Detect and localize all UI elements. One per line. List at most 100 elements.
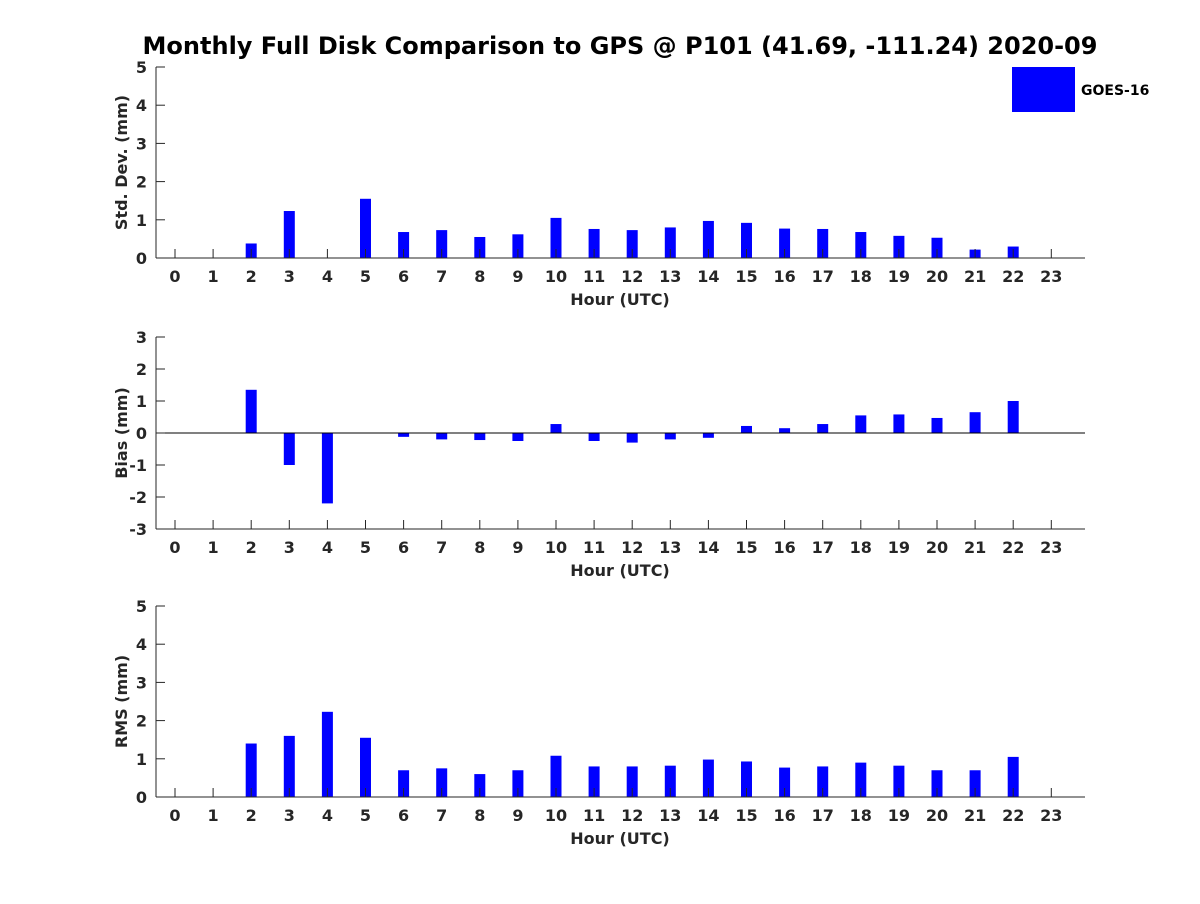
rms-x-tick-label: 16 — [773, 806, 795, 825]
std-dev-x-tick-label: 15 — [735, 267, 757, 286]
bias-y-tick-label: 1 — [136, 392, 147, 411]
bias-x-tick-label: 19 — [888, 538, 910, 557]
rms-bar — [779, 767, 791, 797]
bias-bar — [283, 433, 295, 465]
std-dev-y-tick-label: 2 — [136, 173, 147, 192]
bias-bar — [550, 424, 562, 433]
bias-x-tick-label: 22 — [1002, 538, 1024, 557]
rms-x-tick-label: 10 — [545, 806, 567, 825]
std-dev-bar — [893, 235, 905, 258]
std-dev-x-tick-label: 12 — [621, 267, 643, 286]
bias-x-tick-label: 3 — [284, 538, 295, 557]
std-dev-x-tick-label: 1 — [208, 267, 219, 286]
std-dev-x-tick-label: 18 — [850, 267, 872, 286]
bias-bar — [664, 433, 676, 440]
bias-x-tick-label: 8 — [474, 538, 485, 557]
bias-y-axis-label: Bias (mm) — [112, 387, 131, 479]
bias-bar — [741, 425, 752, 433]
bias-x-tick-label: 20 — [926, 538, 948, 557]
bias-x-tick-label: 18 — [850, 538, 872, 557]
std-dev-bar — [512, 234, 524, 258]
rms-bar — [741, 761, 752, 797]
rms-x-tick-label: 14 — [697, 806, 719, 825]
rms-x-tick-label: 22 — [1002, 806, 1024, 825]
bias-y-tick-label: -2 — [129, 488, 147, 507]
rms-x-tick-label: 5 — [360, 806, 371, 825]
bias-bar — [855, 415, 867, 433]
bias-x-tick-label: 5 — [360, 538, 371, 557]
rms-bar — [436, 768, 448, 797]
std-dev-bar — [283, 211, 295, 258]
std-dev-x-tick-label: 19 — [888, 267, 910, 286]
bias-bar — [969, 412, 981, 433]
std-dev-x-tick-label: 10 — [545, 267, 567, 286]
std-dev-bar — [398, 232, 410, 258]
rms-x-tick-label: 17 — [812, 806, 834, 825]
std-dev-x-tick-label: 9 — [512, 267, 523, 286]
rms-bar — [931, 770, 943, 797]
legend-swatch — [1012, 67, 1075, 112]
std-dev-x-tick-label: 14 — [697, 267, 719, 286]
bias-bar — [398, 433, 410, 437]
bias-x-tick-label: 21 — [964, 538, 986, 557]
std-dev-bar — [664, 227, 676, 258]
std-dev-bar — [626, 230, 638, 258]
std-dev-bar — [702, 220, 714, 258]
bias-x-tick-label: 23 — [1040, 538, 1062, 557]
std-dev-bar — [588, 228, 600, 258]
std-dev-x-tick-label: 17 — [812, 267, 834, 286]
bias-bar — [436, 433, 448, 440]
bias-y-tick-label: 3 — [136, 328, 147, 347]
std-dev-x-tick-label: 21 — [964, 267, 986, 286]
bias-x-tick-label: 10 — [545, 538, 567, 557]
std-dev-x-axis-label: Hour (UTC) — [570, 290, 670, 309]
rms-bar — [512, 770, 524, 797]
bias-bar — [626, 433, 638, 443]
bias-x-tick-label: 11 — [583, 538, 605, 557]
bias-x-tick-label: 4 — [322, 538, 333, 557]
rms-x-tick-label: 9 — [512, 806, 523, 825]
bias-y-tick-label: -1 — [129, 456, 147, 475]
bias-x-tick-label: 17 — [812, 538, 834, 557]
std-dev-y-tick-label: 0 — [136, 249, 147, 268]
rms-x-tick-label: 18 — [850, 806, 872, 825]
std-dev-y-axis-label: Std. Dev. (mm) — [112, 95, 131, 230]
bias-x-tick-label: 15 — [735, 538, 757, 557]
rms-bar — [474, 774, 486, 797]
rms-x-tick-label: 15 — [735, 806, 757, 825]
bias-bar — [817, 424, 829, 433]
bias-y-tick-label: 0 — [136, 424, 147, 443]
rms-x-tick-label: 6 — [398, 806, 409, 825]
bias-x-tick-label: 13 — [659, 538, 681, 557]
bias-x-tick-label: 7 — [436, 538, 447, 557]
rms-bar — [1007, 756, 1019, 797]
rms-x-tick-label: 3 — [284, 806, 295, 825]
rms-x-tick-label: 13 — [659, 806, 681, 825]
rms-x-tick-label: 11 — [583, 806, 605, 825]
bias-bar — [588, 433, 600, 441]
std-dev-bar — [360, 198, 371, 258]
std-dev-bar — [817, 228, 829, 258]
bias-y-tick-label: -3 — [129, 520, 147, 539]
rms-bar — [817, 766, 829, 797]
bias-bar — [702, 433, 714, 438]
rms-x-tick-label: 12 — [621, 806, 643, 825]
std-dev-bar — [741, 222, 752, 258]
rms-x-tick-label: 8 — [474, 806, 485, 825]
rms-bar — [893, 765, 905, 797]
rms-y-tick-label: 1 — [136, 750, 147, 769]
bias-bar — [474, 433, 486, 441]
rms-x-tick-label: 0 — [169, 806, 180, 825]
std-dev-bar — [779, 228, 791, 258]
bias-x-tick-label: 1 — [208, 538, 219, 557]
std-dev-y-tick-label: 5 — [136, 58, 147, 77]
std-dev-y-tick-label: 1 — [136, 211, 147, 230]
bias-bar — [893, 414, 905, 433]
bias-bar — [321, 433, 333, 504]
rms-bar — [664, 765, 676, 797]
rms-bar — [626, 766, 638, 797]
rms-x-tick-label: 20 — [926, 806, 948, 825]
